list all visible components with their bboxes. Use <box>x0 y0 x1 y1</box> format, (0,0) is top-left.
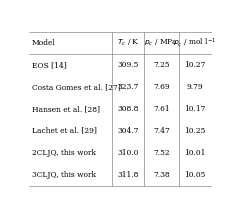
Text: $\mathit{p}_\mathit{c}$ / MPa: $\mathit{p}_\mathit{c}$ / MPa <box>144 38 178 48</box>
Text: 10.01: 10.01 <box>184 149 206 157</box>
Text: 9.79: 9.79 <box>187 83 204 91</box>
Text: 7.52: 7.52 <box>153 149 170 157</box>
Text: 10.17: 10.17 <box>184 105 206 113</box>
Text: 10.05: 10.05 <box>184 171 206 178</box>
Text: 10.27: 10.27 <box>184 61 206 69</box>
Text: 323.7: 323.7 <box>118 83 139 91</box>
Text: 310.0: 310.0 <box>118 149 139 157</box>
Text: 7.61: 7.61 <box>153 105 170 113</box>
Text: 2CLJQ, this work: 2CLJQ, this work <box>31 149 96 157</box>
Text: 10.25: 10.25 <box>184 127 206 135</box>
Text: Lachet et al. [29]: Lachet et al. [29] <box>31 127 96 135</box>
Text: EOS [14]: EOS [14] <box>31 61 66 69</box>
Text: 308.8: 308.8 <box>118 105 139 113</box>
Text: Hansen et al. [28]: Hansen et al. [28] <box>31 105 100 113</box>
Text: Model: Model <box>31 39 55 47</box>
Text: 7.47: 7.47 <box>153 127 170 135</box>
Text: 7.25: 7.25 <box>153 61 170 69</box>
Text: Costa Gomes et al. [27]: Costa Gomes et al. [27] <box>31 83 120 91</box>
Text: $\mathit{T}_\mathit{c}$ / K: $\mathit{T}_\mathit{c}$ / K <box>117 38 140 48</box>
Text: $\mathit{\rho}_\mathit{c}$ / mol l$^{-1}$: $\mathit{\rho}_\mathit{c}$ / mol l$^{-1}… <box>173 37 217 49</box>
Text: 304.7: 304.7 <box>118 127 139 135</box>
Text: 309.5: 309.5 <box>118 61 139 69</box>
Text: 311.8: 311.8 <box>118 171 139 178</box>
Text: 7.38: 7.38 <box>153 171 170 178</box>
Text: 3CLJQ, this work: 3CLJQ, this work <box>31 171 96 178</box>
Text: 7.69: 7.69 <box>153 83 170 91</box>
